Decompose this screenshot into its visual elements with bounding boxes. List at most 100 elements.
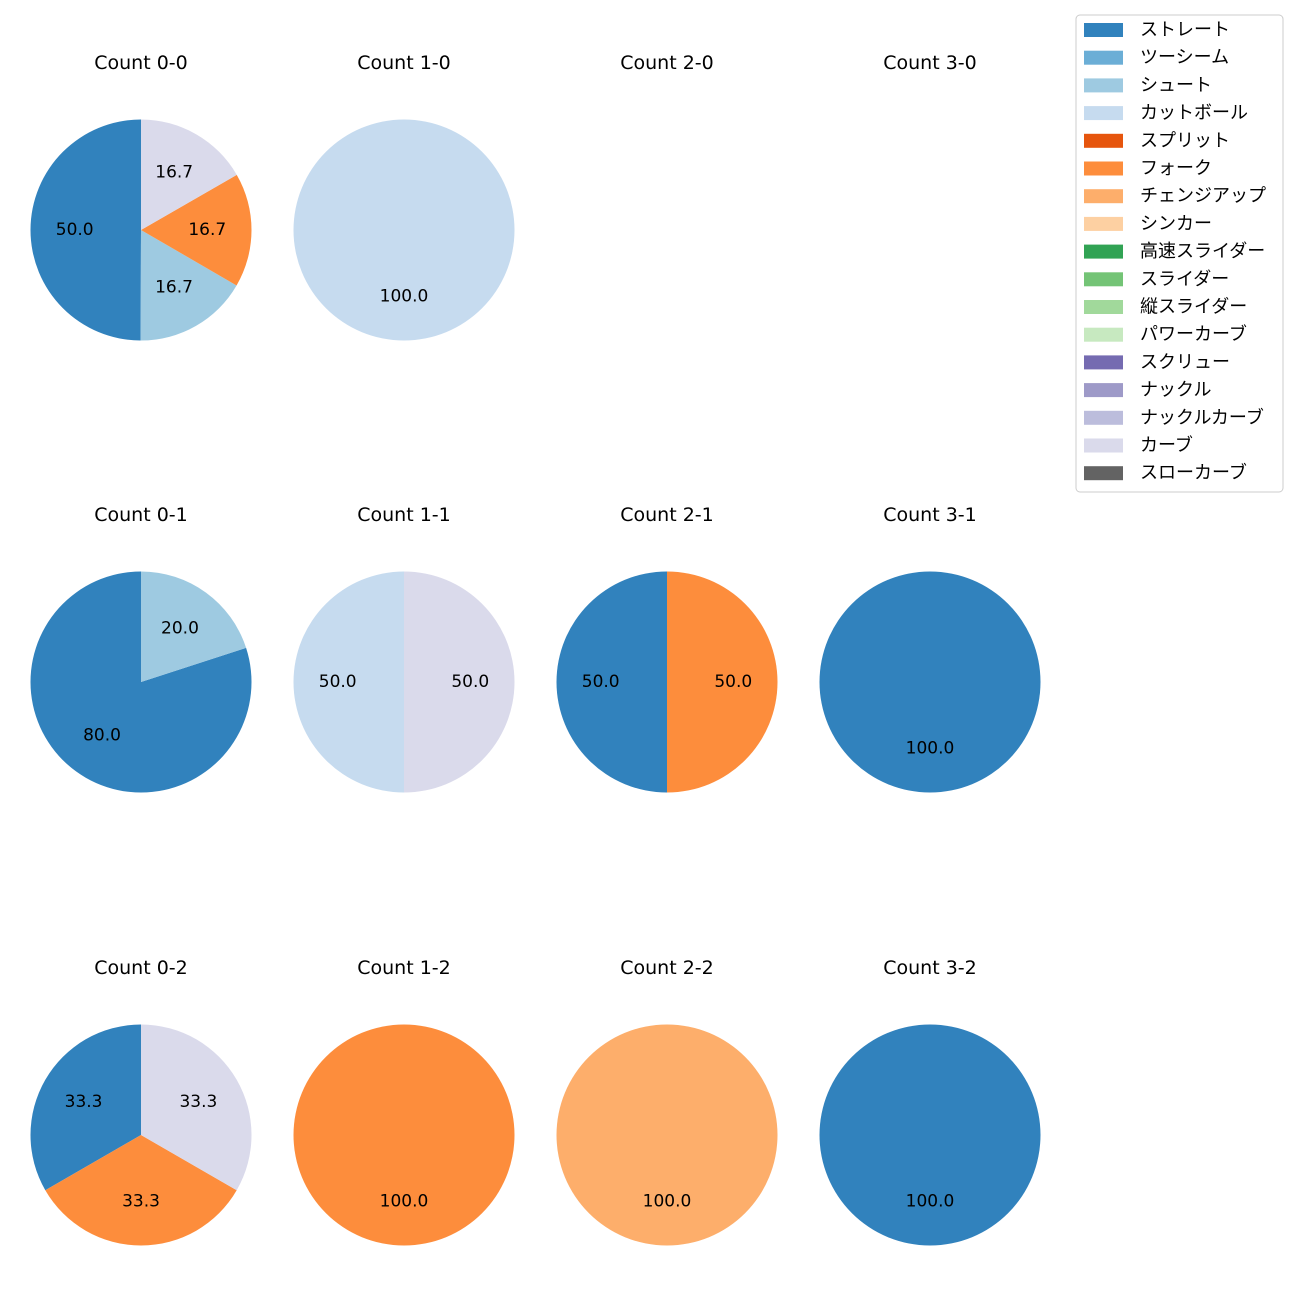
pie-title: Count 0-2 [94,957,188,979]
legend-swatch [1084,161,1123,176]
legend-label: スローカーブ [1140,462,1247,484]
legend-label: カーブ [1140,434,1193,456]
legend-swatch [1084,327,1123,342]
slice-value-label: 50.0 [451,672,489,692]
slice-value-label: 100.0 [906,738,955,758]
pie-count-1-0: Count 1-0 100.0 [293,52,515,341]
legend-swatch [1084,355,1123,370]
slice-value-label: 16.7 [155,278,193,298]
pie-slice-2 [141,571,247,682]
legend-entry: シンカー [1084,213,1212,234]
legend-swatch [1084,300,1123,314]
pie-title: Count 1-1 [357,504,451,526]
pie-count-1-2: Count 1-2 100.0 [293,957,515,1246]
legend-label: 高速スライダー [1140,241,1265,262]
slice-value-label: 50.0 [56,220,94,240]
slice-value-label: 100.0 [906,1191,955,1211]
slice-value-label: 50.0 [319,672,357,692]
slice-value-label: 20.0 [161,618,199,638]
pie-slice-1 [293,1024,515,1246]
legend-entry: カーブ [1084,434,1193,456]
legend-swatch [1084,106,1123,121]
pie-count-1-1: Count 1-1 50.0 50.0 [293,504,515,793]
legend-label: ツーシーム [1140,47,1229,68]
slice-value-label: 50.0 [582,672,620,692]
pie-slice-2 [140,230,237,341]
pie-title: Count 0-0 [94,52,188,74]
pie-title: Count 2-0 [620,52,714,74]
pie-count-3-0: Count 3-0 [883,52,977,74]
legend-entry: カットボール [1084,103,1248,124]
pie-count-2-0: Count 2-0 [620,52,714,74]
pie-title: Count 1-2 [357,957,451,979]
pie-slice-1 [819,571,1041,793]
legend-label: ナックル [1140,380,1211,401]
pie-title: Count 0-1 [94,504,188,526]
legend-entry: スローカーブ [1084,462,1247,484]
pie-count-0-1: Count 0-1 80.0 20.0 [30,504,252,793]
legend-label: パワーカーブ [1140,323,1247,345]
pie-slice-1 [30,119,142,341]
pie-title: Count 2-2 [620,957,714,979]
legend-swatch [1084,78,1123,93]
pie-count-3-2: Count 3-2 100.0 [819,957,1041,1246]
legend-swatch [1084,133,1123,148]
slice-value-label: 16.7 [188,220,226,240]
legend: ストレートツーシームシュートカットボールスプリットフォークチェンジアップシンカー… [1075,14,1284,493]
legend-label: ストレート [1140,20,1230,41]
legend-label: スプリット [1140,130,1230,151]
legend-swatch [1084,383,1123,398]
legend-entry: スクリュー [1084,352,1230,373]
pie-title: Count 2-1 [620,504,714,526]
legend-label: カットボール [1140,103,1248,124]
pie-slice-3 [141,174,252,286]
legend-swatch [1084,23,1123,37]
slice-value-label: 16.7 [155,163,193,183]
slice-value-label: 100.0 [380,1191,429,1211]
legend-label: シンカー [1140,213,1212,234]
legend-label: フォーク [1140,158,1212,179]
legend-swatch [1084,189,1123,204]
legend-entry: パワーカーブ [1084,323,1247,345]
slice-value-label: 33.3 [179,1092,217,1112]
legend-entry: ナックルカーブ [1084,406,1264,428]
pie-slice-3 [141,1024,252,1191]
legend-swatch [1084,272,1123,287]
legend-label: スクリュー [1140,352,1230,373]
pie-slice-1 [819,1024,1041,1246]
pie-count-2-2: Count 2-2 100.0 [556,957,778,1246]
legend-label: スライダー [1140,269,1229,290]
slice-value-label: 33.3 [65,1092,103,1112]
legend-swatch [1084,50,1123,65]
legend-entry: ナックル [1084,380,1211,401]
slice-value-label: 100.0 [643,1191,692,1211]
legend-entry: ストレート [1084,20,1230,41]
pie-title: Count 1-0 [357,52,451,74]
pie-title: Count 3-0 [883,52,977,74]
legend-swatch [1084,216,1123,231]
legend-entry: ツーシーム [1084,47,1229,68]
pie-count-2-1: Count 2-1 50.0 50.0 [556,504,778,793]
pie-count-0-2: Count 0-2 33.3 33.3 33.3 [30,957,252,1246]
legend-entry: スプリット [1084,130,1230,151]
legend-label: シュート [1140,75,1212,96]
pie-slice-4 [141,119,237,230]
pie-slice-1 [30,571,252,793]
legend-entry: シュート [1084,75,1212,96]
pie-slice-2 [404,571,515,793]
legend-entry: フォーク [1084,158,1212,179]
legend-entry: スライダー [1084,269,1229,290]
pie-count-0-0: Count 0-0 50.0 16.7 16.7 16.7 [30,52,252,341]
slice-value-label: 80.0 [83,726,121,746]
pie-count-3-1: Count 3-1 100.0 [819,504,1041,793]
legend-label: チェンジアップ [1140,186,1266,207]
pie-slice-1 [556,571,667,793]
pie-title: Count 3-1 [883,504,977,526]
slice-value-label: 50.0 [714,672,752,692]
legend-entry: 高速スライダー [1084,241,1265,262]
legend-frame [1075,14,1284,493]
legend-label: ナックルカーブ [1140,406,1264,428]
slice-value-label: 33.3 [122,1191,160,1211]
pie-slice-1 [293,571,404,793]
